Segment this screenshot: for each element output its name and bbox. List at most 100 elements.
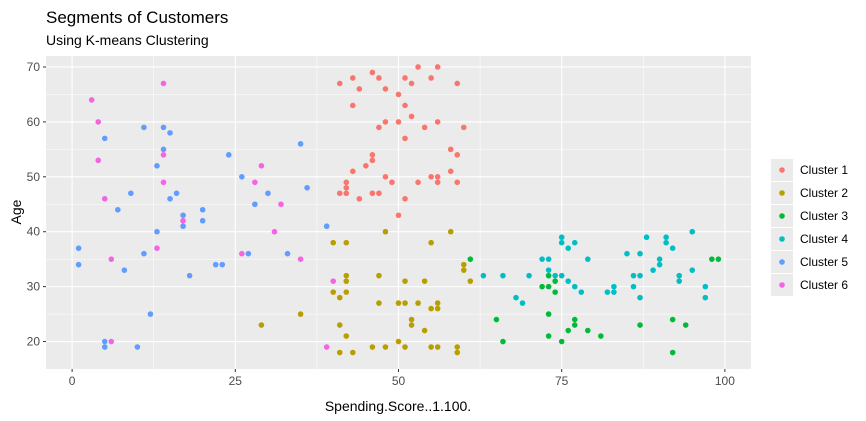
point-cluster-3 xyxy=(715,256,722,262)
point-cluster-6 xyxy=(101,195,108,202)
point-cluster-3 xyxy=(467,256,474,262)
point-cluster-6 xyxy=(108,256,115,262)
point-cluster-2 xyxy=(350,349,356,356)
point-cluster-2 xyxy=(421,278,428,284)
point-cluster-4 xyxy=(663,239,669,246)
point-cluster-4 xyxy=(689,267,696,273)
point-cluster-3 xyxy=(545,283,552,290)
point-cluster-3 xyxy=(709,256,715,262)
point-cluster-1 xyxy=(434,174,441,180)
point-cluster-3 xyxy=(682,322,689,328)
point-cluster-5 xyxy=(323,223,330,230)
point-cluster-5 xyxy=(180,212,186,219)
point-cluster-2 xyxy=(428,239,434,246)
point-cluster-4 xyxy=(611,289,617,295)
y-tick-label: 60 xyxy=(27,115,41,129)
point-cluster-1 xyxy=(336,80,343,87)
point-cluster-4 xyxy=(702,294,709,301)
point-cluster-5 xyxy=(101,344,108,350)
point-cluster-6 xyxy=(323,344,330,350)
point-cluster-1 xyxy=(434,179,441,186)
point-cluster-2 xyxy=(428,305,434,312)
legend: Cluster 1 Cluster 2 Cluster 3 Cluster 4 Clus… xyxy=(770,158,850,298)
legend-label-cluster-2: Cluster 2 xyxy=(800,186,848,200)
point-cluster-1 xyxy=(376,124,382,131)
point-cluster-6 xyxy=(271,228,278,235)
point-cluster-4 xyxy=(539,256,545,262)
point-cluster-2 xyxy=(402,278,408,284)
point-cluster-6 xyxy=(108,338,115,345)
point-cluster-5 xyxy=(75,261,82,268)
chart-subtitle: Using K-means Clustering xyxy=(46,32,209,48)
point-cluster-4 xyxy=(663,234,669,241)
legend-key-cluster-5 xyxy=(779,259,785,265)
point-cluster-4 xyxy=(558,239,565,246)
point-cluster-2 xyxy=(395,338,402,345)
point-cluster-3 xyxy=(539,283,545,290)
x-tick-label: 0 xyxy=(69,374,76,388)
point-cluster-5 xyxy=(225,152,232,158)
point-cluster-3 xyxy=(571,322,578,328)
point-cluster-3 xyxy=(669,349,676,356)
point-cluster-1 xyxy=(447,168,454,175)
point-cluster-1 xyxy=(408,80,415,87)
point-cluster-6 xyxy=(154,245,160,251)
point-cluster-5 xyxy=(173,190,180,197)
legend-label-cluster-6: Cluster 6 xyxy=(800,278,848,292)
y-tick-label: 30 xyxy=(27,280,41,294)
legend-key-cluster-2 xyxy=(779,190,785,196)
point-cluster-5 xyxy=(167,130,173,136)
point-cluster-5 xyxy=(284,250,291,257)
point-cluster-2 xyxy=(460,267,467,273)
point-cluster-1 xyxy=(382,174,389,180)
legend-label-cluster-3: Cluster 3 xyxy=(800,209,848,223)
point-cluster-3 xyxy=(669,316,676,323)
legend-key-cluster-3 xyxy=(779,213,785,219)
point-cluster-1 xyxy=(356,86,363,92)
point-cluster-4 xyxy=(578,289,585,295)
x-axis-ticks: 0 25 50 75 100 xyxy=(69,369,735,388)
point-cluster-5 xyxy=(141,124,147,131)
point-cluster-2 xyxy=(330,289,337,295)
point-cluster-1 xyxy=(454,80,461,87)
point-cluster-1 xyxy=(428,75,434,81)
point-cluster-1 xyxy=(363,163,369,169)
point-cluster-1 xyxy=(454,179,461,186)
point-cluster-6 xyxy=(239,250,245,257)
point-cluster-4 xyxy=(656,261,663,268)
point-cluster-5 xyxy=(180,223,186,230)
point-cluster-3 xyxy=(637,322,643,328)
point-cluster-6 xyxy=(160,80,167,87)
point-cluster-2 xyxy=(336,294,343,301)
point-cluster-4 xyxy=(650,267,656,273)
point-cluster-5 xyxy=(147,311,154,317)
point-cluster-6 xyxy=(252,179,258,186)
point-cluster-2 xyxy=(434,344,441,350)
point-cluster-5 xyxy=(186,272,193,279)
point-cluster-4 xyxy=(637,272,643,279)
point-cluster-4 xyxy=(643,234,650,241)
point-cluster-1 xyxy=(369,190,376,197)
point-cluster-3 xyxy=(493,316,500,323)
point-cluster-1 xyxy=(343,184,350,191)
point-cluster-4 xyxy=(630,283,637,290)
point-cluster-1 xyxy=(350,75,356,81)
point-cluster-4 xyxy=(545,267,552,273)
point-cluster-1 xyxy=(382,119,389,125)
point-cluster-5 xyxy=(160,146,167,153)
point-cluster-2 xyxy=(343,239,350,246)
point-cluster-5 xyxy=(239,174,245,180)
point-cluster-4 xyxy=(676,272,682,279)
point-cluster-6 xyxy=(297,256,304,262)
point-cluster-2 xyxy=(336,349,343,356)
point-cluster-1 xyxy=(395,119,402,125)
y-tick-label: 20 xyxy=(27,335,41,349)
point-cluster-2 xyxy=(343,333,350,339)
point-cluster-2 xyxy=(376,300,382,306)
x-tick-label: 100 xyxy=(715,374,735,388)
point-cluster-6 xyxy=(95,119,102,125)
point-cluster-2 xyxy=(428,344,434,350)
point-cluster-6 xyxy=(160,179,167,186)
point-cluster-2 xyxy=(330,239,337,246)
